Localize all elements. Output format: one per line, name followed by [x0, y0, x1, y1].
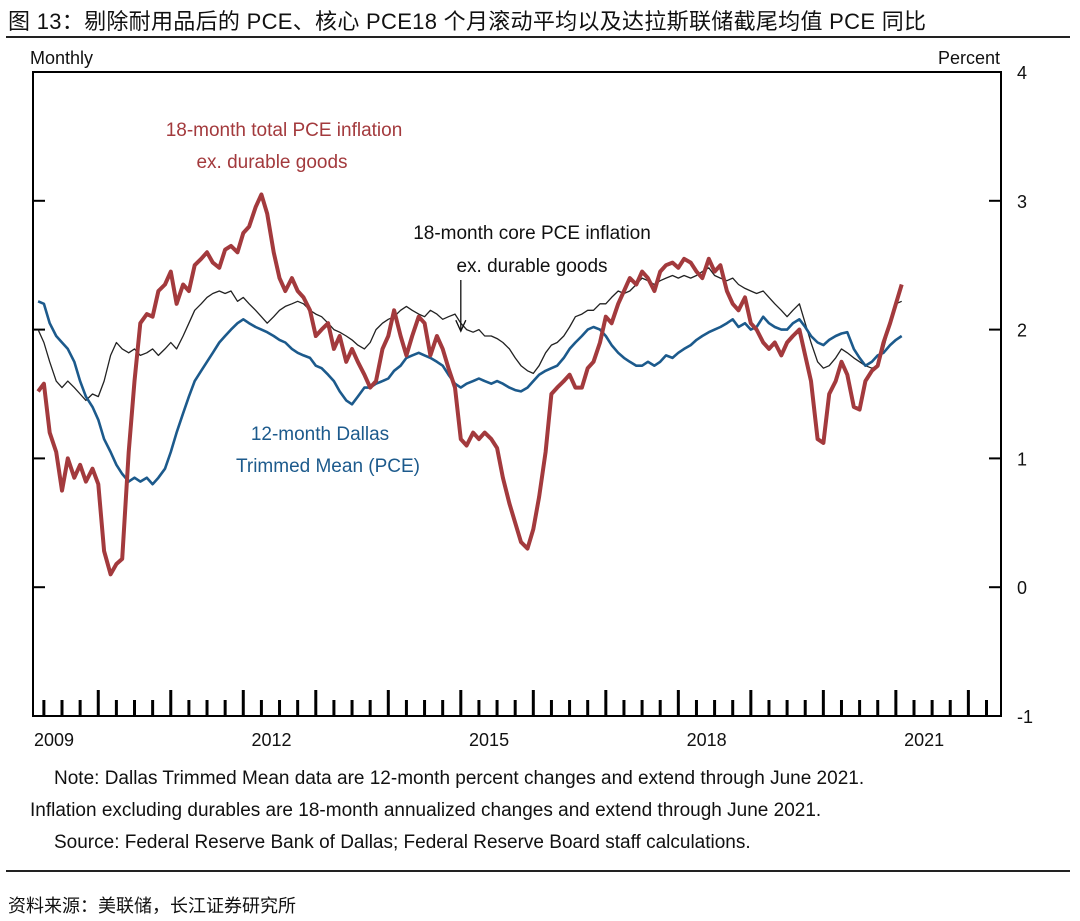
series-label-core-line2: ex. durable goods [456, 256, 607, 277]
bottom-divider [6, 870, 1070, 872]
y-tick-label: 4 [1017, 63, 1027, 83]
plot-frame [32, 71, 1002, 717]
title-divider [6, 36, 1070, 38]
chart-labels: -1 0 1 2 3 4 2009 2012 2015 2018 2021 Monthly Percen… [30, 48, 1033, 750]
series-label-core-line1: 18-month core PCE inflation [413, 223, 651, 244]
x-tick-label: 2021 [904, 730, 944, 750]
x-tick-label: 2012 [252, 730, 292, 750]
note-line-2: Inflation excluding durables are 18-mont… [30, 800, 822, 821]
series-label-dallas-line1: 12-month Dallas [251, 424, 389, 445]
line-chart: -1 0 1 2 3 4 2009 2012 2015 2018 2021 Monthly Percen… [30, 48, 1033, 750]
x-tick-label: 2009 [34, 730, 74, 750]
y-tick-label: -1 [1017, 707, 1033, 727]
annotation-arrow-head [455, 319, 467, 333]
source-note-line: Source: Federal Reserve Bank of Dallas; … [54, 832, 751, 853]
series-label-total-line1: 18-month total PCE inflation [166, 120, 403, 141]
figure-title: 图 13：剔除耐用品后的 PCE、核心 PCE18 个月滚动平均以及达拉斯联储截… [8, 9, 927, 34]
right-axis-label: Percent [938, 48, 1000, 68]
series-label-total-line2: ex. durable goods [196, 152, 347, 173]
y-tick-label: 2 [1017, 321, 1027, 341]
chart-series [36, 192, 904, 577]
series-label-dallas-line2: Trimmed Mean (PCE) [236, 456, 420, 477]
chart-axes [32, 71, 1002, 717]
series-line-dallas [37, 300, 903, 486]
y-tick-label: 1 [1017, 449, 1027, 469]
x-tick-label: 2018 [687, 730, 727, 750]
x-tick-label: 2015 [469, 730, 509, 750]
series-line-core [37, 267, 902, 402]
note-line-1: Note: Dallas Trimmed Mean data are 12-mo… [54, 768, 865, 789]
left-axis-label: Monthly [30, 48, 93, 68]
y-tick-label: 0 [1017, 578, 1027, 598]
y-tick-label: 3 [1017, 192, 1027, 212]
series-line-total [36, 192, 904, 577]
source-attribution: 资料来源：美联储，长江证券研究所 [8, 896, 296, 916]
